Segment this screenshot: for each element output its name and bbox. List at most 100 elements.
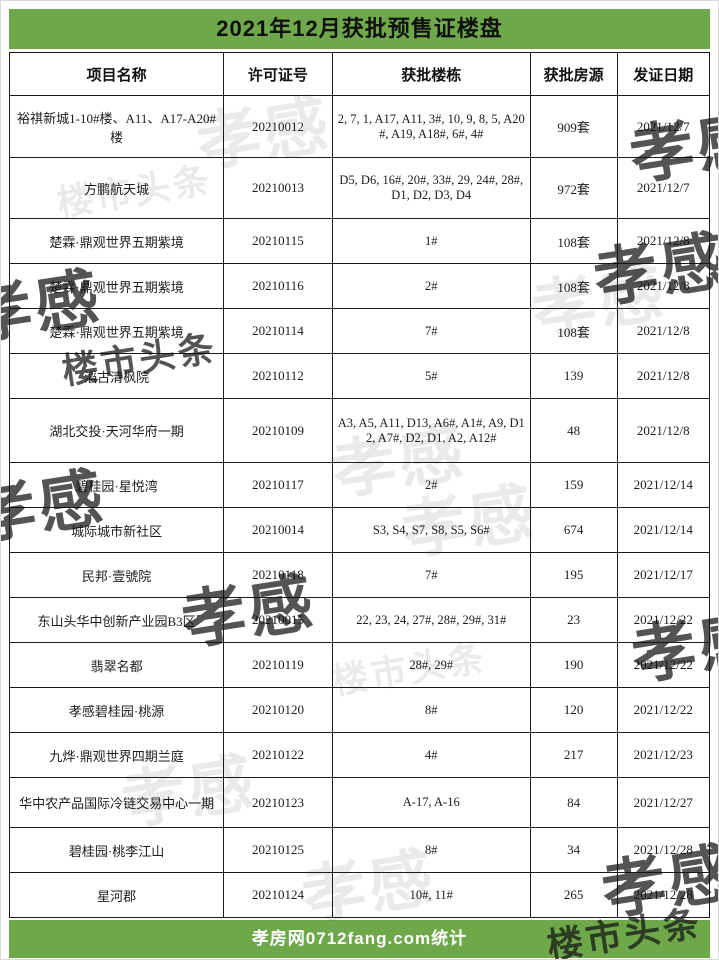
- cell-buildings: 7#: [331, 308, 531, 354]
- cell-units: 48: [529, 398, 618, 463]
- cell-permit: 20210124: [223, 872, 333, 918]
- column-header: 获批房源: [529, 52, 618, 96]
- cell-buildings: 4#: [331, 732, 531, 778]
- cell-buildings: 1#: [331, 218, 531, 264]
- table-row: 孝感碧桂园·桃源 20210120 8# 120 2021/12/22: [8, 687, 711, 733]
- cell-permit: 20210112: [223, 353, 333, 399]
- cell-date: 2021/12/8: [616, 263, 711, 309]
- cell-name: 楚霖·鼎观世界五期紫境: [8, 218, 225, 264]
- cell-name: 华中农产品国际冷链交易中心一期: [8, 777, 225, 828]
- column-header: 项目名称: [8, 52, 225, 96]
- column-header: 获批楼栋: [331, 52, 531, 96]
- table-header-row: 项目名称 许可证号 获批楼栋 获批房源 发证日期: [8, 52, 711, 96]
- table-row: 滔古清枫院 20210112 5# 139 2021/12/8: [8, 353, 711, 399]
- cell-date: 2021/12/7: [616, 95, 711, 158]
- page-title: 2021年12月获批预售证楼盘: [9, 9, 710, 49]
- table-row: 华中农产品国际冷链交易中心一期 20210123 A-17, A-16 84 2021/…: [8, 777, 711, 828]
- cell-date: 2021/12/14: [616, 507, 711, 553]
- cell-date: 2021/12/8: [616, 398, 711, 463]
- table-row: 湖北交投·天河华府一期 20210109 A3, A5, A11, D13, A6#…: [8, 398, 711, 463]
- cell-permit: 20210015: [223, 597, 333, 643]
- cell-units: 108套: [529, 263, 618, 309]
- cell-buildings: 8#: [331, 827, 531, 873]
- cell-name: 方鹏航天城: [8, 157, 225, 219]
- cell-date: 2021/12/28: [616, 872, 711, 918]
- cell-units: 265: [529, 872, 618, 918]
- cell-units: 23: [529, 597, 618, 643]
- cell-date: 2021/12/22: [616, 642, 711, 688]
- table-row: 翡翠名都 20210119 28#, 29# 190 2021/12/22: [8, 642, 711, 688]
- cell-units: 120: [529, 687, 618, 733]
- cell-date: 2021/12/17: [616, 552, 711, 598]
- cell-permit: 20210114: [223, 308, 333, 354]
- cell-permit: 20210119: [223, 642, 333, 688]
- cell-buildings: A-17, A-16: [331, 777, 531, 828]
- table-row: 方鹏航天城 20210013 D5, D6, 16#, 20#, 33#, 29, …: [8, 157, 711, 219]
- cell-name: 孝感碧桂园·桃源: [8, 687, 225, 733]
- cell-name: 翡翠名都: [8, 642, 225, 688]
- cell-name: 裕祺新城1-10#楼、A11、A17-A20#楼: [8, 95, 225, 158]
- cell-permit: 20210120: [223, 687, 333, 733]
- cell-buildings: A3, A5, A11, D13, A6#, A1#, A9, D12, A7#…: [331, 398, 531, 463]
- cell-units: 108套: [529, 308, 618, 354]
- cell-permit: 20210122: [223, 732, 333, 778]
- presale-permits-table: 项目名称 许可证号 获批楼栋 获批房源 发证日期 裕祺新城1-10#楼、A11、A17-…: [8, 52, 711, 918]
- table-row: 城际城市新社区 20210014 S3, S4, S7, S8, S5, S6# 67…: [8, 507, 711, 553]
- cell-date: 2021/12/7: [616, 157, 711, 219]
- table-row: 裕祺新城1-10#楼、A11、A17-A20#楼 20210012 2, 7, 1,…: [8, 95, 711, 158]
- cell-buildings: 2#: [331, 462, 531, 508]
- cell-permit: 20210109: [223, 398, 333, 463]
- cell-units: 195: [529, 552, 618, 598]
- cell-date: 2021/12/8: [616, 353, 711, 399]
- cell-units: 139: [529, 353, 618, 399]
- cell-buildings: S3, S4, S7, S8, S5, S6#: [331, 507, 531, 553]
- table-row: 楚霖·鼎观世界五期紫境 20210116 2# 108套 2021/12/8: [8, 263, 711, 309]
- cell-units: 84: [529, 777, 618, 828]
- cell-units: 108套: [529, 218, 618, 264]
- cell-units: 217: [529, 732, 618, 778]
- cell-permit: 20210125: [223, 827, 333, 873]
- table-row: 碧桂园·星悦湾 20210117 2# 159 2021/12/14: [8, 462, 711, 508]
- table-row: 碧桂园·桃李江山 20210125 8# 34 2021/12/28: [8, 827, 711, 873]
- cell-buildings: 7#: [331, 552, 531, 598]
- cell-name: 楚霖·鼎观世界五期紫境: [8, 263, 225, 309]
- cell-date: 2021/12/14: [616, 462, 711, 508]
- cell-date: 2021/12/22: [616, 597, 711, 643]
- cell-name: 滔古清枫院: [8, 353, 225, 399]
- cell-permit: 20210115: [223, 218, 333, 264]
- cell-name: 民邦·壹號院: [8, 552, 225, 598]
- cell-buildings: 5#: [331, 353, 531, 399]
- table-body: 裕祺新城1-10#楼、A11、A17-A20#楼 20210012 2, 7, 1,…: [8, 95, 711, 918]
- cell-buildings: 2, 7, 1, A17, A11, 3#, 10, 9, 8, 5, A20#…: [331, 95, 531, 158]
- cell-units: 34: [529, 827, 618, 873]
- cell-buildings: 10#, 11#: [331, 872, 531, 918]
- cell-name: 城际城市新社区: [8, 507, 225, 553]
- cell-units: 972套: [529, 157, 618, 219]
- cell-name: 湖北交投·天河华府一期: [8, 398, 225, 463]
- cell-buildings: 2#: [331, 263, 531, 309]
- cell-units: 159: [529, 462, 618, 508]
- cell-buildings: D5, D6, 16#, 20#, 33#, 29, 24#, 28#, D1,…: [331, 157, 531, 219]
- cell-name: 楚霖·鼎观世界五期紫境: [8, 308, 225, 354]
- cell-date: 2021/12/27: [616, 777, 711, 828]
- cell-permit: 20210014: [223, 507, 333, 553]
- cell-date: 2021/12/8: [616, 218, 711, 264]
- cell-permit: 20210013: [223, 157, 333, 219]
- cell-permit: 20210123: [223, 777, 333, 828]
- cell-name: 九烨·鼎观世界四期兰庭: [8, 732, 225, 778]
- cell-name: 东山头华中创新产业园B3区: [8, 597, 225, 643]
- cell-permit: 20210116: [223, 263, 333, 309]
- cell-name: 星河郡: [8, 872, 225, 918]
- cell-date: 2021/12/8: [616, 308, 711, 354]
- cell-date: 2021/12/23: [616, 732, 711, 778]
- cell-buildings: 8#: [331, 687, 531, 733]
- cell-permit: 20210118: [223, 552, 333, 598]
- table-row: 民邦·壹號院 20210118 7# 195 2021/12/17: [8, 552, 711, 598]
- table-row: 九烨·鼎观世界四期兰庭 20210122 4# 217 2021/12/23: [8, 732, 711, 778]
- cell-date: 2021/12/22: [616, 687, 711, 733]
- table-row: 星河郡 20210124 10#, 11# 265 2021/12/28: [8, 872, 711, 918]
- cell-date: 2021/12/28: [616, 827, 711, 873]
- table-row: 楚霖·鼎观世界五期紫境 20210114 7# 108套 2021/12/8: [8, 308, 711, 354]
- footer-credit: 孝房网0712fang.com统计: [9, 920, 710, 958]
